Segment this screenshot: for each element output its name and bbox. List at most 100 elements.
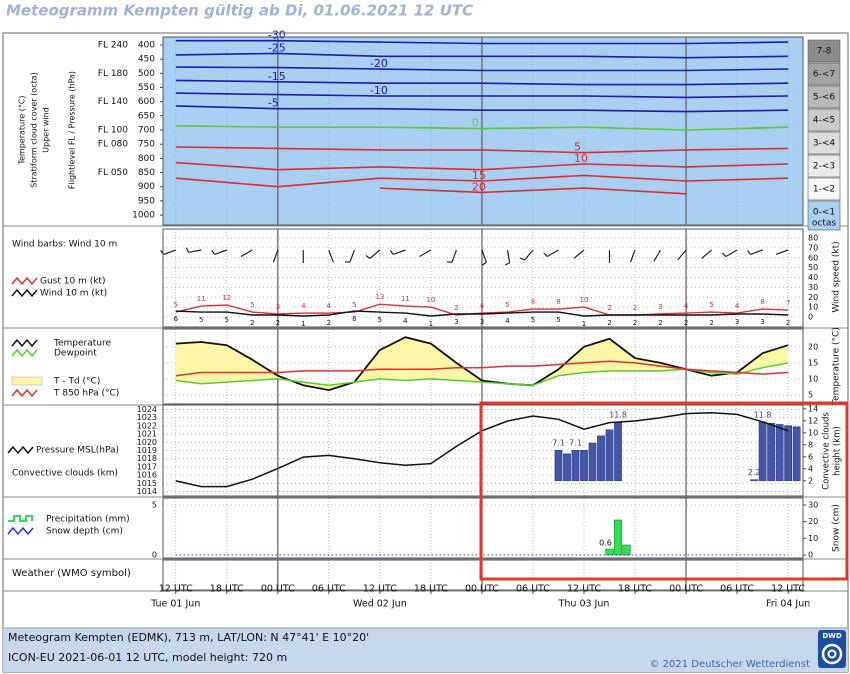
y2-tick-label: 10 (808, 534, 818, 543)
y-tick-label: 850 (138, 168, 155, 178)
value-label: 5 (556, 316, 560, 324)
legend-icon (11, 338, 38, 348)
y-tick-label: 0 (808, 313, 813, 322)
value-label: 2 (327, 319, 331, 327)
day-label: Wed 02 Jun (353, 599, 407, 610)
y-tick-label: 20 (808, 342, 818, 351)
y-tick-label: 1020 (137, 438, 157, 447)
value-label: 6 (174, 315, 179, 323)
wind-barb (211, 249, 228, 255)
x-tick-label: 12 UTC (363, 584, 397, 595)
legend-label: T 850 hPa (°C) (53, 389, 119, 399)
legend-icon (11, 288, 38, 298)
x-tick-label: 00 UTC (669, 584, 703, 595)
isotherm-label: -20 (370, 57, 388, 70)
convective-bar (614, 421, 622, 482)
temperature-line (175, 360, 789, 377)
value-label: 2 (607, 319, 611, 327)
y-tick-label: 600 (138, 97, 155, 107)
y-tick-label: 60 (808, 253, 818, 262)
wind-barb (573, 249, 585, 259)
wind-line (175, 310, 789, 317)
y2-tick-label: 8 (808, 440, 813, 449)
flight-level-label: FL 050 (98, 168, 129, 178)
value-label: 2 (658, 319, 662, 327)
y2-axis-label: Convective clouds (822, 412, 832, 490)
convective-bar (588, 442, 597, 482)
legend-label: Gust 10 m (kt) (40, 277, 105, 287)
x-tick-label: 12 UTC (567, 584, 601, 595)
y-tick-label: 1000 (132, 211, 155, 221)
wind-line (175, 303, 789, 316)
panel-bg (163, 329, 803, 404)
isotherm (379, 187, 687, 195)
cloud-legend-label: 6-<7 (813, 70, 835, 80)
cloud-legend-box (807, 154, 841, 178)
wind-barb (775, 249, 789, 255)
logo-text: DWD (822, 632, 842, 640)
plot-layer: 4004505005506006507007508008509009501000… (3, 29, 848, 610)
value-label: 10 (426, 296, 435, 304)
wind-barb (272, 249, 279, 263)
value-label: 1 (301, 320, 305, 328)
x-tick-label: 06 UTC (312, 584, 346, 595)
value-label: 2 (633, 319, 637, 327)
value-label: 5 (352, 301, 356, 309)
y-tick-label: 450 (138, 55, 155, 65)
value-label: 8 (531, 298, 535, 306)
value-label: 4 (505, 317, 510, 325)
value-label: 10 (580, 296, 589, 304)
panel-frame (162, 404, 804, 497)
wind-barb (630, 249, 636, 263)
cloud-legend-label: 2-<3 (813, 162, 835, 172)
panel-label: Stratiform cloud cover (octa) (30, 72, 39, 188)
cloud-legend-box (807, 131, 841, 155)
panel-label: Temperature (°C) (18, 95, 27, 165)
x-tick-label: 18 UTC (618, 584, 652, 595)
cloud-legend-label: 3-<4 (813, 139, 836, 149)
y-tick-label: 70 (808, 243, 818, 252)
y-tick-label: 900 (138, 182, 155, 192)
wind-barb (446, 249, 457, 263)
footer-band (3, 628, 848, 672)
flight-level-label: FL 100 (98, 126, 129, 136)
y-tick-label: 10 (808, 303, 818, 312)
wind-barb (543, 249, 559, 258)
isotherm (175, 105, 789, 113)
value-label: 2 (786, 319, 790, 327)
value-label: 2 (454, 304, 458, 312)
precip-bar (622, 544, 631, 556)
y-tick-label: 800 (138, 154, 155, 164)
isotherm-label: -5 (268, 97, 279, 110)
y2-tick-label: 10 (808, 428, 818, 437)
wind-barb (653, 249, 662, 262)
day-label: Tue 01 Jun (150, 599, 200, 610)
y2-tick-label: 2 (808, 476, 813, 485)
logo-swirl (827, 649, 837, 659)
panel-bg (163, 229, 803, 327)
panel-title: Weather (WMO symbol) (12, 568, 131, 579)
y2-tick-label: 4 (808, 464, 813, 473)
value-label: 5 (174, 301, 178, 309)
isotherm (175, 79, 789, 86)
convective-bar (792, 426, 801, 482)
legend-label: Precipitation (mm) (46, 515, 130, 525)
x-tick-label: 00 UTC (465, 584, 499, 595)
convective-bar (767, 422, 775, 482)
isotherm (175, 52, 789, 59)
convective-bar (554, 449, 563, 482)
y-tick-label: 20 (808, 293, 818, 302)
panel-frame (162, 497, 804, 559)
value-label: 1 (429, 320, 433, 328)
legend-label: Temperature (53, 339, 111, 349)
legend-label: Snow depth (cm) (46, 527, 123, 537)
day-label: Fri 04 Jun (766, 599, 810, 610)
panel-title: Wind barbs: Wind 10 m (12, 240, 117, 250)
isotherm (175, 39, 789, 45)
x-tick-label: 18 UTC (210, 584, 244, 595)
isotherm-label: -25 (268, 41, 286, 54)
value-label: 3 (276, 303, 280, 311)
cloud-legend-label: 4-<5 (813, 116, 835, 126)
convective-bar (580, 449, 588, 482)
footer-copyright: © 2021 Deutscher Wetterdienst (649, 659, 810, 670)
